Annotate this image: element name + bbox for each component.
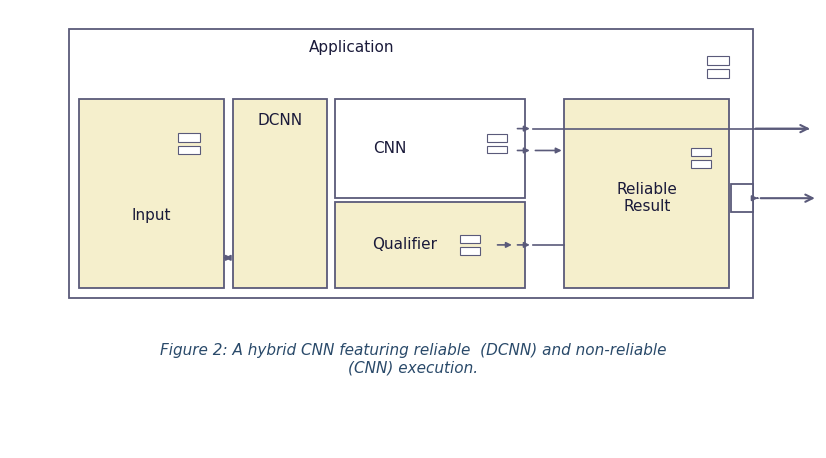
Bar bbox=[691, 160, 711, 169]
Bar bbox=[731, 184, 752, 212]
Bar bbox=[233, 99, 327, 288]
Bar bbox=[460, 235, 480, 243]
Text: Application: Application bbox=[308, 39, 394, 55]
Bar bbox=[335, 99, 525, 198]
Text: Figure 2: A hybrid CNN featuring reliable  (DCNN) and non-reliable
(CNN) executi: Figure 2: A hybrid CNN featuring reliabl… bbox=[159, 343, 667, 376]
Text: Input: Input bbox=[131, 208, 171, 224]
Bar bbox=[487, 134, 506, 142]
Bar bbox=[487, 146, 506, 153]
Bar bbox=[79, 99, 224, 288]
Bar bbox=[335, 202, 525, 288]
Text: DCNN: DCNN bbox=[258, 113, 302, 128]
Text: CNN: CNN bbox=[373, 141, 406, 156]
Bar bbox=[460, 247, 480, 255]
Bar bbox=[691, 148, 711, 157]
Bar bbox=[707, 56, 729, 65]
Text: Qualifier: Qualifier bbox=[373, 237, 438, 252]
Bar bbox=[178, 146, 200, 154]
Text: Reliable
Result: Reliable Result bbox=[616, 182, 677, 214]
Bar bbox=[69, 29, 752, 298]
Bar bbox=[564, 99, 729, 288]
Bar bbox=[178, 132, 200, 142]
Bar bbox=[707, 69, 729, 78]
